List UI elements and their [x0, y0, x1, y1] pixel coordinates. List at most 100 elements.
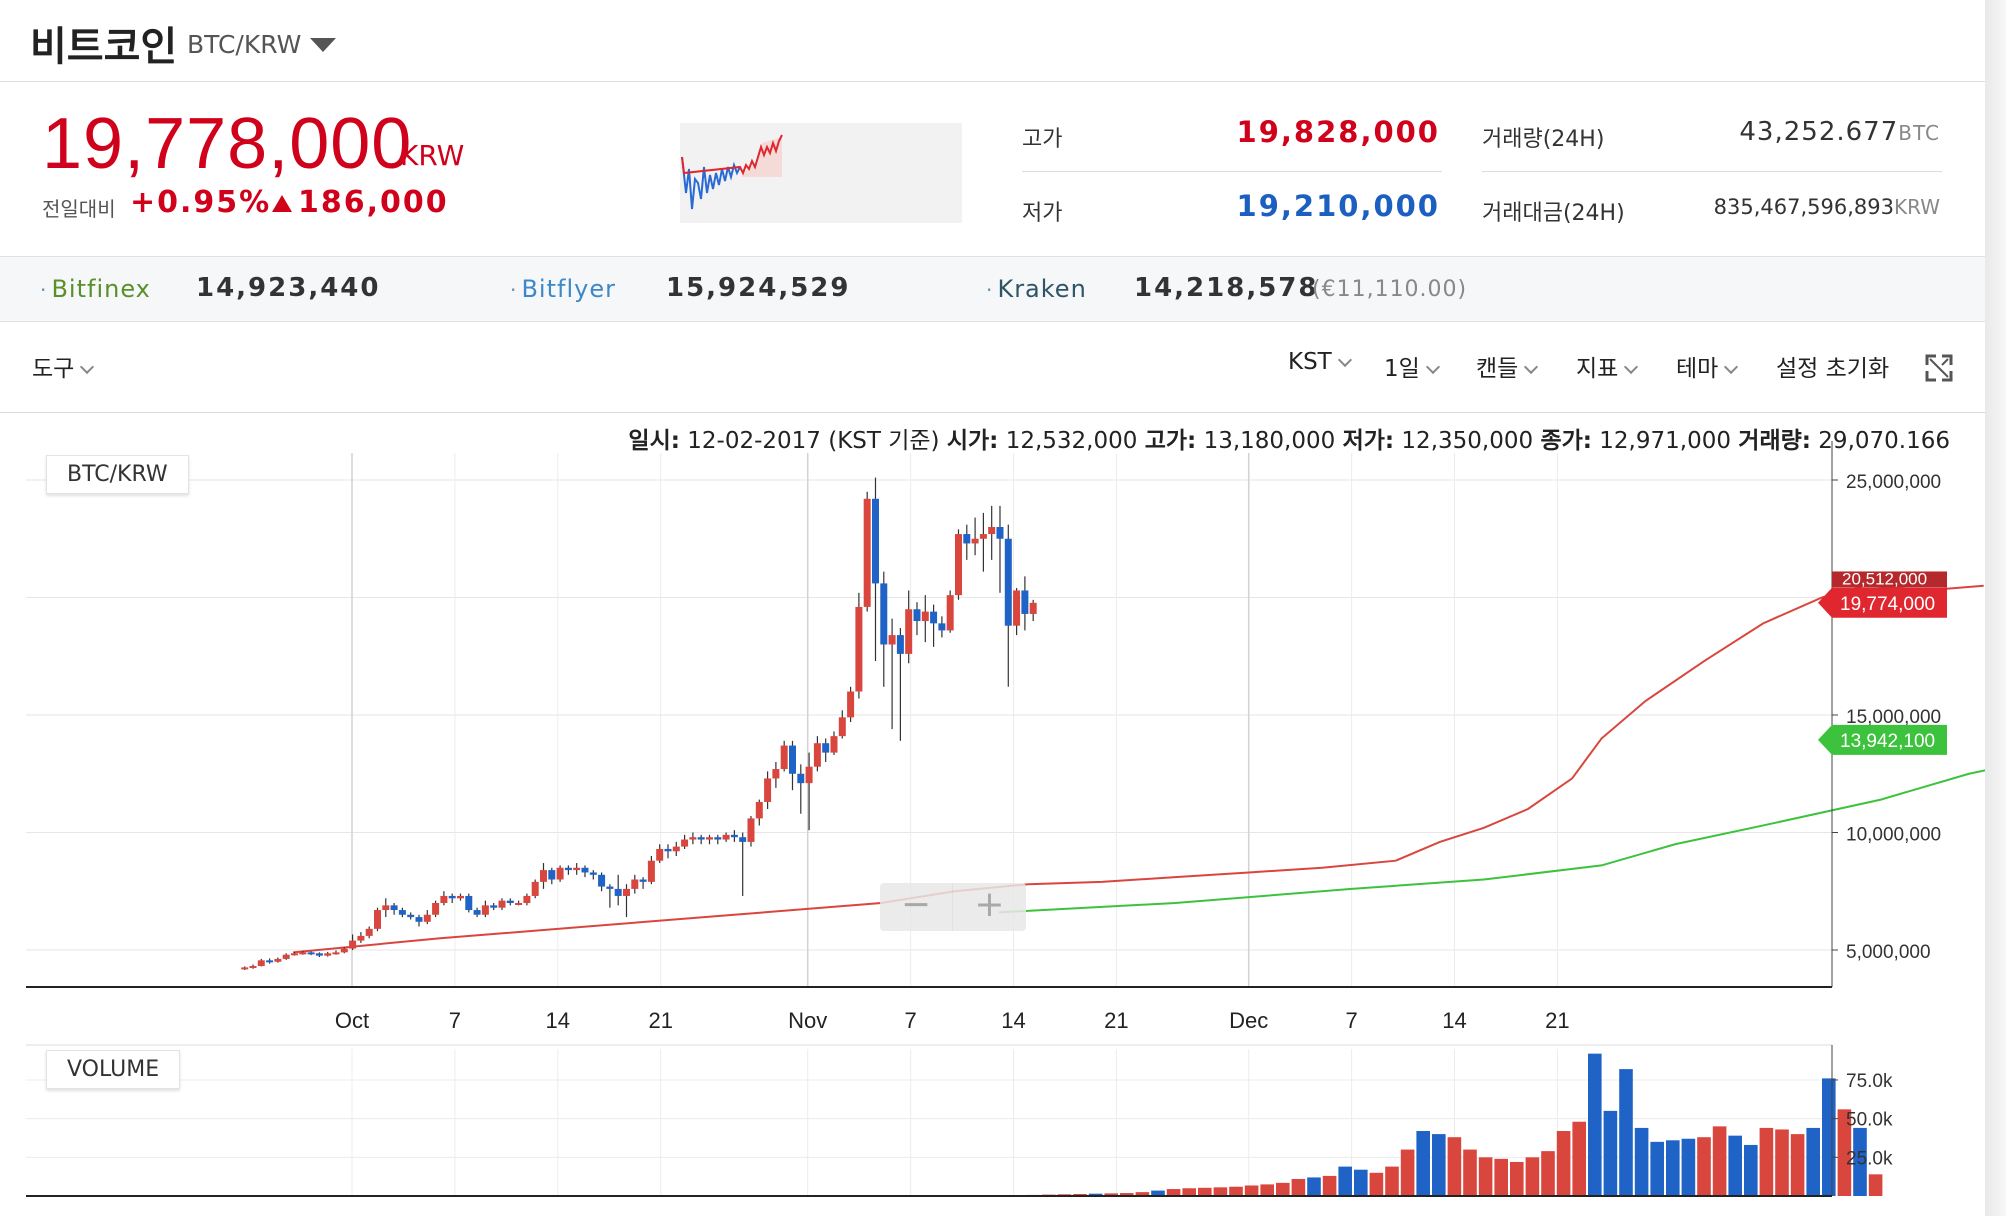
- volume-bar: [1478, 1157, 1493, 1196]
- candle-body: [979, 534, 987, 539]
- candle-body: [440, 895, 448, 903]
- candle-body: [490, 905, 498, 908]
- candle-body: [241, 967, 249, 970]
- chart-type-menu[interactable]: 캔들: [1476, 349, 1539, 383]
- candle-body: [847, 691, 855, 718]
- current-price-tag-shape: [1818, 587, 1947, 618]
- candle-body: [913, 609, 921, 621]
- theme-menu[interactable]: 테마: [1676, 349, 1739, 383]
- ma-long-line: [998, 769, 1985, 914]
- volume-bar: [1837, 1109, 1852, 1196]
- current-price-tag-text: 19,774,000: [1840, 594, 1935, 615]
- volume-bar: [1385, 1166, 1399, 1196]
- candle-body: [307, 952, 315, 955]
- current-price: 19,778,000: [42, 104, 413, 184]
- x-tick-label: Nov: [788, 1008, 827, 1033]
- volume-unit: BTC: [1898, 121, 1940, 145]
- sparkline-chart: [680, 123, 962, 223]
- candle-body: [390, 905, 398, 911]
- chart-legend-pair: BTC/KRW: [46, 455, 189, 494]
- coin-pair: BTC/KRW: [187, 30, 302, 59]
- volume-divider: [1482, 171, 1942, 172]
- candle-body: [290, 953, 298, 956]
- volume-bar: [1728, 1135, 1742, 1196]
- volume-bar: [1541, 1151, 1555, 1196]
- volume-bar: [1712, 1126, 1727, 1196]
- candle-body: [689, 837, 697, 840]
- candle-body: [274, 958, 282, 962]
- y-tick-label: 10,000,000: [1846, 825, 1941, 846]
- high-divider: [1022, 171, 1442, 172]
- ohlc-volume-label: 거래량:: [1738, 428, 1811, 454]
- exchange-name-bitflyer: Bitflyer: [521, 275, 616, 303]
- exchange-kraken: · Kraken: [986, 275, 1087, 303]
- candle-body: [1029, 602, 1037, 614]
- ohlc-date-value: 12-02-2017 (KST 기준): [687, 428, 940, 454]
- volume-bar: [1151, 1190, 1165, 1196]
- axis-layer: 5,000,00010,000,00015,000,00020,000,0002…: [26, 441, 1947, 1197]
- chevron-down-icon: [1337, 352, 1352, 368]
- chart-area: 5,000,00010,000,00015,000,00020,000,0002…: [0, 413, 1985, 1216]
- window-edge: [1985, 0, 2006, 1216]
- exchange-bitflyer: · Bitflyer: [510, 275, 616, 303]
- candle-body: [465, 895, 473, 911]
- candle-body: [930, 611, 938, 624]
- y-tick-label: 15,000,000: [1846, 707, 1941, 728]
- fullscreen-icon[interactable]: [1924, 353, 1954, 383]
- candle-body: [664, 848, 672, 852]
- low-value: 19,210,000: [1236, 189, 1440, 223]
- volume-bar: [1322, 1175, 1337, 1196]
- candlestick-chart[interactable]: 5,000,00010,000,00015,000,00020,000,0002…: [0, 413, 1985, 1216]
- volume-bar: [1198, 1187, 1212, 1196]
- ohlc-open-value: 12,532,000: [1005, 428, 1138, 454]
- exchange-name-bitfinex: Bitfinex: [51, 275, 151, 303]
- bullet-icon: ·: [40, 278, 47, 302]
- ma-long-tag: 13,942,100: [1818, 724, 1947, 755]
- candle-body: [830, 736, 838, 753]
- candle-body: [539, 870, 547, 882]
- ohlc-close-label: 종가:: [1540, 428, 1592, 454]
- candle-body: [622, 888, 630, 896]
- chevron-down-icon: [1524, 359, 1539, 375]
- timezone-menu[interactable]: KST: [1288, 349, 1352, 375]
- zoom-in-button[interactable]: +: [974, 884, 1005, 925]
- ohlc-close-value: 12,971,000: [1599, 428, 1731, 454]
- ohlc-low-label: 저가:: [1342, 428, 1395, 454]
- candle-body: [266, 960, 274, 963]
- candle-body: [332, 952, 340, 955]
- volume-bar: [1338, 1166, 1352, 1196]
- exchange-value-bitflyer: 15,924,529: [666, 273, 851, 303]
- candle-body: [838, 717, 846, 737]
- candle-body: [963, 534, 971, 544]
- interval-menu[interactable]: 1일: [1384, 349, 1440, 383]
- volume-bar: [1213, 1187, 1228, 1196]
- indicator-menu[interactable]: 지표: [1576, 349, 1639, 383]
- candle-body: [349, 940, 357, 949]
- candle-body: [672, 846, 680, 852]
- price-summary: 19,778,000 KRW 전일대비 +0.95% 186,000 고가 19…: [0, 83, 1985, 255]
- title-bar: 비트코인 BTC/KRW: [0, 0, 1985, 82]
- pair-dropdown-caret-icon[interactable]: [310, 38, 336, 52]
- candle-body: [556, 867, 564, 880]
- ma-long-tag-text: 13,942,100: [1840, 731, 1935, 752]
- chart-toolbar: 도구 KST 1일 캔들 지표 테마 설정 초기화: [0, 323, 1985, 413]
- candle-body: [564, 867, 572, 871]
- volume-tick-label: 25.0k: [1846, 1148, 1893, 1169]
- tools-menu[interactable]: 도구: [32, 349, 95, 383]
- reset-settings-button[interactable]: 설정 초기화: [1776, 356, 1890, 382]
- turnover-value-group: 835,467,596,893KRW: [1640, 195, 1940, 219]
- zoom-out-button[interactable]: −: [880, 883, 953, 931]
- timezone-label: KST: [1288, 349, 1332, 375]
- candle-body: [506, 900, 514, 903]
- x-tick-label: 14: [1442, 1008, 1466, 1033]
- ma-short-tag-shape: [1832, 571, 1947, 588]
- ohlc-volume-value: 29,070.166: [1818, 428, 1950, 454]
- volume-bar: [1619, 1069, 1633, 1196]
- interval-label: 1일: [1384, 356, 1420, 382]
- x-tick-label: 14: [1001, 1008, 1025, 1033]
- exchange-strip: · Bitfinex 14,923,440 · Bitflyer 15,924,…: [0, 256, 1985, 322]
- turnover-unit: KRW: [1894, 195, 1940, 219]
- volume-bar: [1182, 1188, 1196, 1196]
- exchange-value-kraken: 14,218,578: [1134, 273, 1319, 303]
- candle-body: [432, 903, 440, 915]
